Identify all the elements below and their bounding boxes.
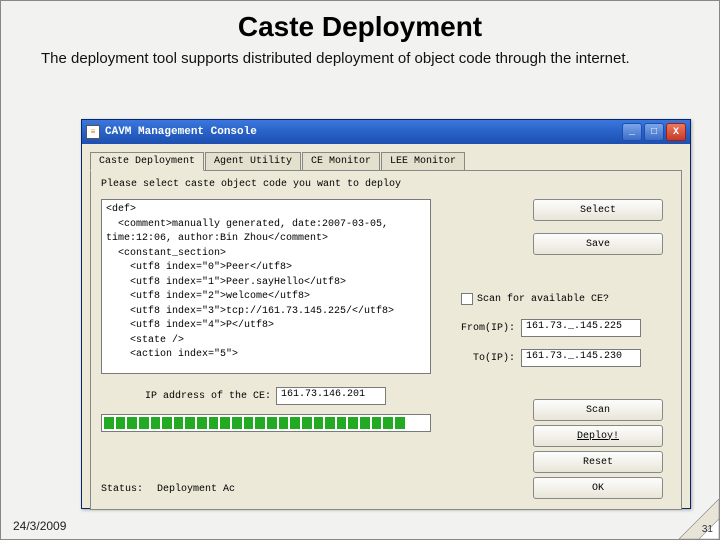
progress-bar <box>101 414 431 432</box>
scan-checkbox-row: Scan for available CE? <box>461 293 609 305</box>
progress-block <box>279 417 289 429</box>
tabs: Caste Deployment Agent Utility CE Monito… <box>90 152 682 170</box>
code-line: <state /> <box>106 334 426 349</box>
scan-button[interactable]: Scan <box>533 399 663 421</box>
code-textarea[interactable]: <def> <comment>manually generated, date:… <box>101 199 431 374</box>
progress-block <box>174 417 184 429</box>
code-line: <utf8 index="0">Peer</utf8> <box>106 261 426 276</box>
titlebar[interactable]: ≡ CAVM Management Console _ □ X <box>82 120 690 144</box>
code-line: <utf8 index="4">P</utf8> <box>106 319 426 334</box>
from-ip-label: From(IP): <box>461 323 515 334</box>
status-label: Status: <box>101 484 143 495</box>
code-line: <utf8 index="2">welcome</utf8> <box>106 290 426 305</box>
progress-block <box>290 417 300 429</box>
ce-ip-input[interactable]: 161.73.146.201 <box>276 387 386 405</box>
progress-block <box>395 417 405 429</box>
select-button[interactable]: Select <box>533 199 663 221</box>
progress-block <box>314 417 324 429</box>
progress-block <box>360 417 370 429</box>
tab-caste-deployment[interactable]: Caste Deployment <box>90 152 204 171</box>
progress-block <box>104 417 114 429</box>
status-value: Deployment Ac <box>157 484 235 495</box>
tab-body: Please select caste object code you want… <box>90 170 682 510</box>
to-ip-input[interactable]: 161.73._.145.230 <box>521 349 641 367</box>
progress-block <box>325 417 335 429</box>
ce-ip-row: IP address of the CE: 161.73.146.201 <box>145 387 386 405</box>
code-line: <constant_section> <box>106 247 426 262</box>
to-ip-label: To(IP): <box>473 353 515 364</box>
slide-title: Caste Deployment <box>1 1 719 48</box>
progress-block <box>185 417 195 429</box>
slide: Caste Deployment The deployment tool sup… <box>0 0 720 540</box>
tab-lee-monitor[interactable]: LEE Monitor <box>381 152 465 170</box>
progress-block <box>255 417 265 429</box>
progress-block <box>162 417 172 429</box>
progress-block <box>232 417 242 429</box>
footer-date: 24/3/2009 <box>13 519 66 533</box>
save-button[interactable]: Save <box>533 233 663 255</box>
ok-button[interactable]: OK <box>533 477 663 499</box>
maximize-button[interactable]: □ <box>644 123 664 141</box>
code-line: <action index="5"> <box>106 348 426 363</box>
progress-block <box>383 417 393 429</box>
ce-ip-label: IP address of the CE: <box>145 391 271 402</box>
progress-block <box>197 417 207 429</box>
minimize-button[interactable]: _ <box>622 123 642 141</box>
window-title: CAVM Management Console <box>105 126 620 138</box>
scan-label: Scan for available CE? <box>477 294 609 305</box>
page-number: 31 <box>702 524 713 535</box>
reset-button[interactable]: Reset <box>533 451 663 473</box>
progress-block <box>337 417 347 429</box>
code-line: <def> <box>106 203 426 218</box>
progress-block <box>220 417 230 429</box>
app-window: ≡ CAVM Management Console _ □ X Caste De… <box>81 119 691 509</box>
progress-block <box>116 417 126 429</box>
status-row: Status: Deployment Ac <box>101 484 235 495</box>
progress-block <box>302 417 312 429</box>
code-line: time:12:06, author:Bin Zhou</comment> <box>106 232 426 247</box>
progress-block <box>418 417 428 429</box>
app-icon: ≡ <box>86 125 100 139</box>
progress-block <box>127 417 137 429</box>
code-line: <utf8 index="1">Peer.sayHello</utf8> <box>106 276 426 291</box>
tab-ce-monitor[interactable]: CE Monitor <box>302 152 380 170</box>
deploy-button[interactable]: Deploy! <box>533 425 663 447</box>
progress-block <box>372 417 382 429</box>
scan-checkbox[interactable] <box>461 293 473 305</box>
page-curl-icon <box>679 499 719 539</box>
progress-block <box>139 417 149 429</box>
tab-agent-utility[interactable]: Agent Utility <box>205 152 301 170</box>
from-ip-input[interactable]: 161.73._.145.225 <box>521 319 641 337</box>
code-line: <utf8 index="3">tcp://161.73.145.225/</u… <box>106 305 426 320</box>
from-ip-row: From(IP): 161.73._.145.225 <box>461 319 641 337</box>
prompt-text: Please select caste object code you want… <box>101 179 671 190</box>
slide-subtitle: The deployment tool supports distributed… <box>1 48 719 79</box>
progress-block <box>244 417 254 429</box>
progress-block <box>348 417 358 429</box>
progress-block <box>151 417 161 429</box>
to-ip-row: To(IP): 161.73._.145.230 <box>473 349 641 367</box>
code-line: <comment>manually generated, date:2007-0… <box>106 218 426 233</box>
progress-block <box>407 417 417 429</box>
close-button[interactable]: X <box>666 123 686 141</box>
progress-block <box>267 417 277 429</box>
progress-block <box>209 417 219 429</box>
